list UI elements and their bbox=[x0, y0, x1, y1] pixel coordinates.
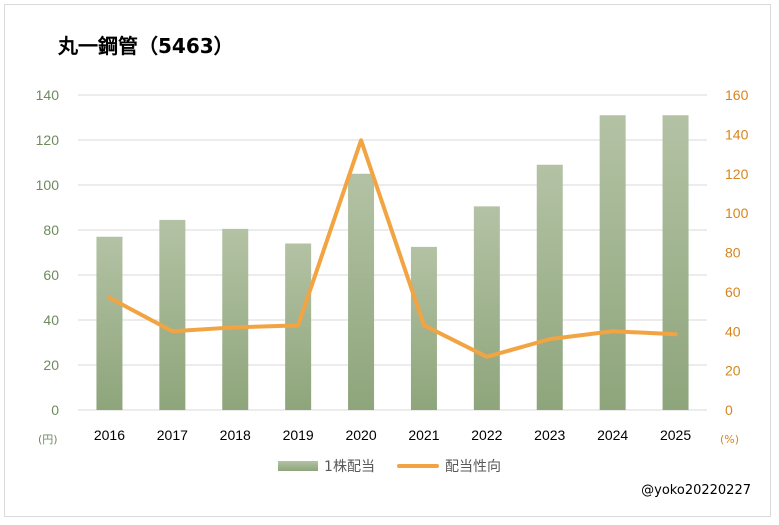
x-tick-label: 2022 bbox=[471, 427, 502, 443]
y-right-tick-label: 100 bbox=[725, 205, 749, 221]
y-left-tick-label: 120 bbox=[36, 132, 60, 148]
y-left-tick-label: 0 bbox=[51, 402, 59, 418]
y-right-tick-label: 60 bbox=[725, 284, 741, 300]
y-right-tick-label: 140 bbox=[725, 126, 749, 142]
y-right-tick-label: 80 bbox=[725, 245, 741, 261]
y-right-tick-label: 160 bbox=[725, 87, 749, 103]
x-tick-label: 2023 bbox=[534, 427, 565, 443]
y-right-tick-label: 40 bbox=[725, 323, 741, 339]
x-tick-label: 2019 bbox=[283, 427, 314, 443]
legend-label-dividend: 1株配当 bbox=[324, 459, 375, 475]
x-tick-label: 2018 bbox=[220, 427, 251, 443]
bar-dividend bbox=[222, 228, 249, 410]
x-tick-label: 2024 bbox=[597, 427, 628, 443]
bar-dividend bbox=[473, 206, 500, 410]
bar-dividend bbox=[662, 115, 689, 410]
y-left-tick-label: 80 bbox=[43, 222, 59, 238]
x-tick-label: 2017 bbox=[157, 427, 188, 443]
series-line-payout-ratio bbox=[107, 138, 678, 359]
x-tick-label: 2025 bbox=[660, 427, 691, 443]
legend-swatch-line bbox=[396, 464, 439, 468]
y-right-tick-label: 120 bbox=[725, 166, 749, 182]
x-tick-label: 2020 bbox=[345, 427, 376, 443]
legend-label-payout-ratio: 配当性向 bbox=[444, 459, 501, 475]
legend-entry-payout-ratio: 配当性向 bbox=[396, 456, 501, 476]
legend-swatch-bar bbox=[278, 461, 319, 471]
author-credit: @yoko20220227 bbox=[641, 483, 751, 498]
chart-title: 丸一鋼管（5463） bbox=[58, 34, 234, 58]
y-left-tick-label: 100 bbox=[36, 177, 60, 193]
chart-frame bbox=[4, 4, 771, 517]
y-left-tick-label: 40 bbox=[43, 312, 59, 328]
y-left-tick-label: 60 bbox=[43, 267, 59, 283]
bar-dividend bbox=[96, 236, 123, 410]
legend-entry-dividend: 1株配当 bbox=[278, 456, 375, 476]
y-left-tick-label: 140 bbox=[36, 87, 60, 103]
y-right-unit-label: (%) bbox=[720, 433, 739, 446]
y-right-tick-label: 0 bbox=[725, 402, 733, 418]
y-left-unit-label: (円) bbox=[38, 433, 58, 446]
x-tick-label: 2021 bbox=[408, 427, 439, 443]
bar-dividend bbox=[159, 219, 186, 410]
bar-dividend bbox=[536, 164, 563, 410]
bar-dividend bbox=[348, 173, 375, 410]
x-tick-label: 2016 bbox=[94, 427, 125, 443]
y-right-tick-label: 20 bbox=[725, 363, 741, 379]
bar-dividend bbox=[599, 115, 626, 410]
y-left-tick-label: 20 bbox=[43, 357, 59, 373]
legend: 1株配当 配当性向 bbox=[0, 456, 779, 476]
